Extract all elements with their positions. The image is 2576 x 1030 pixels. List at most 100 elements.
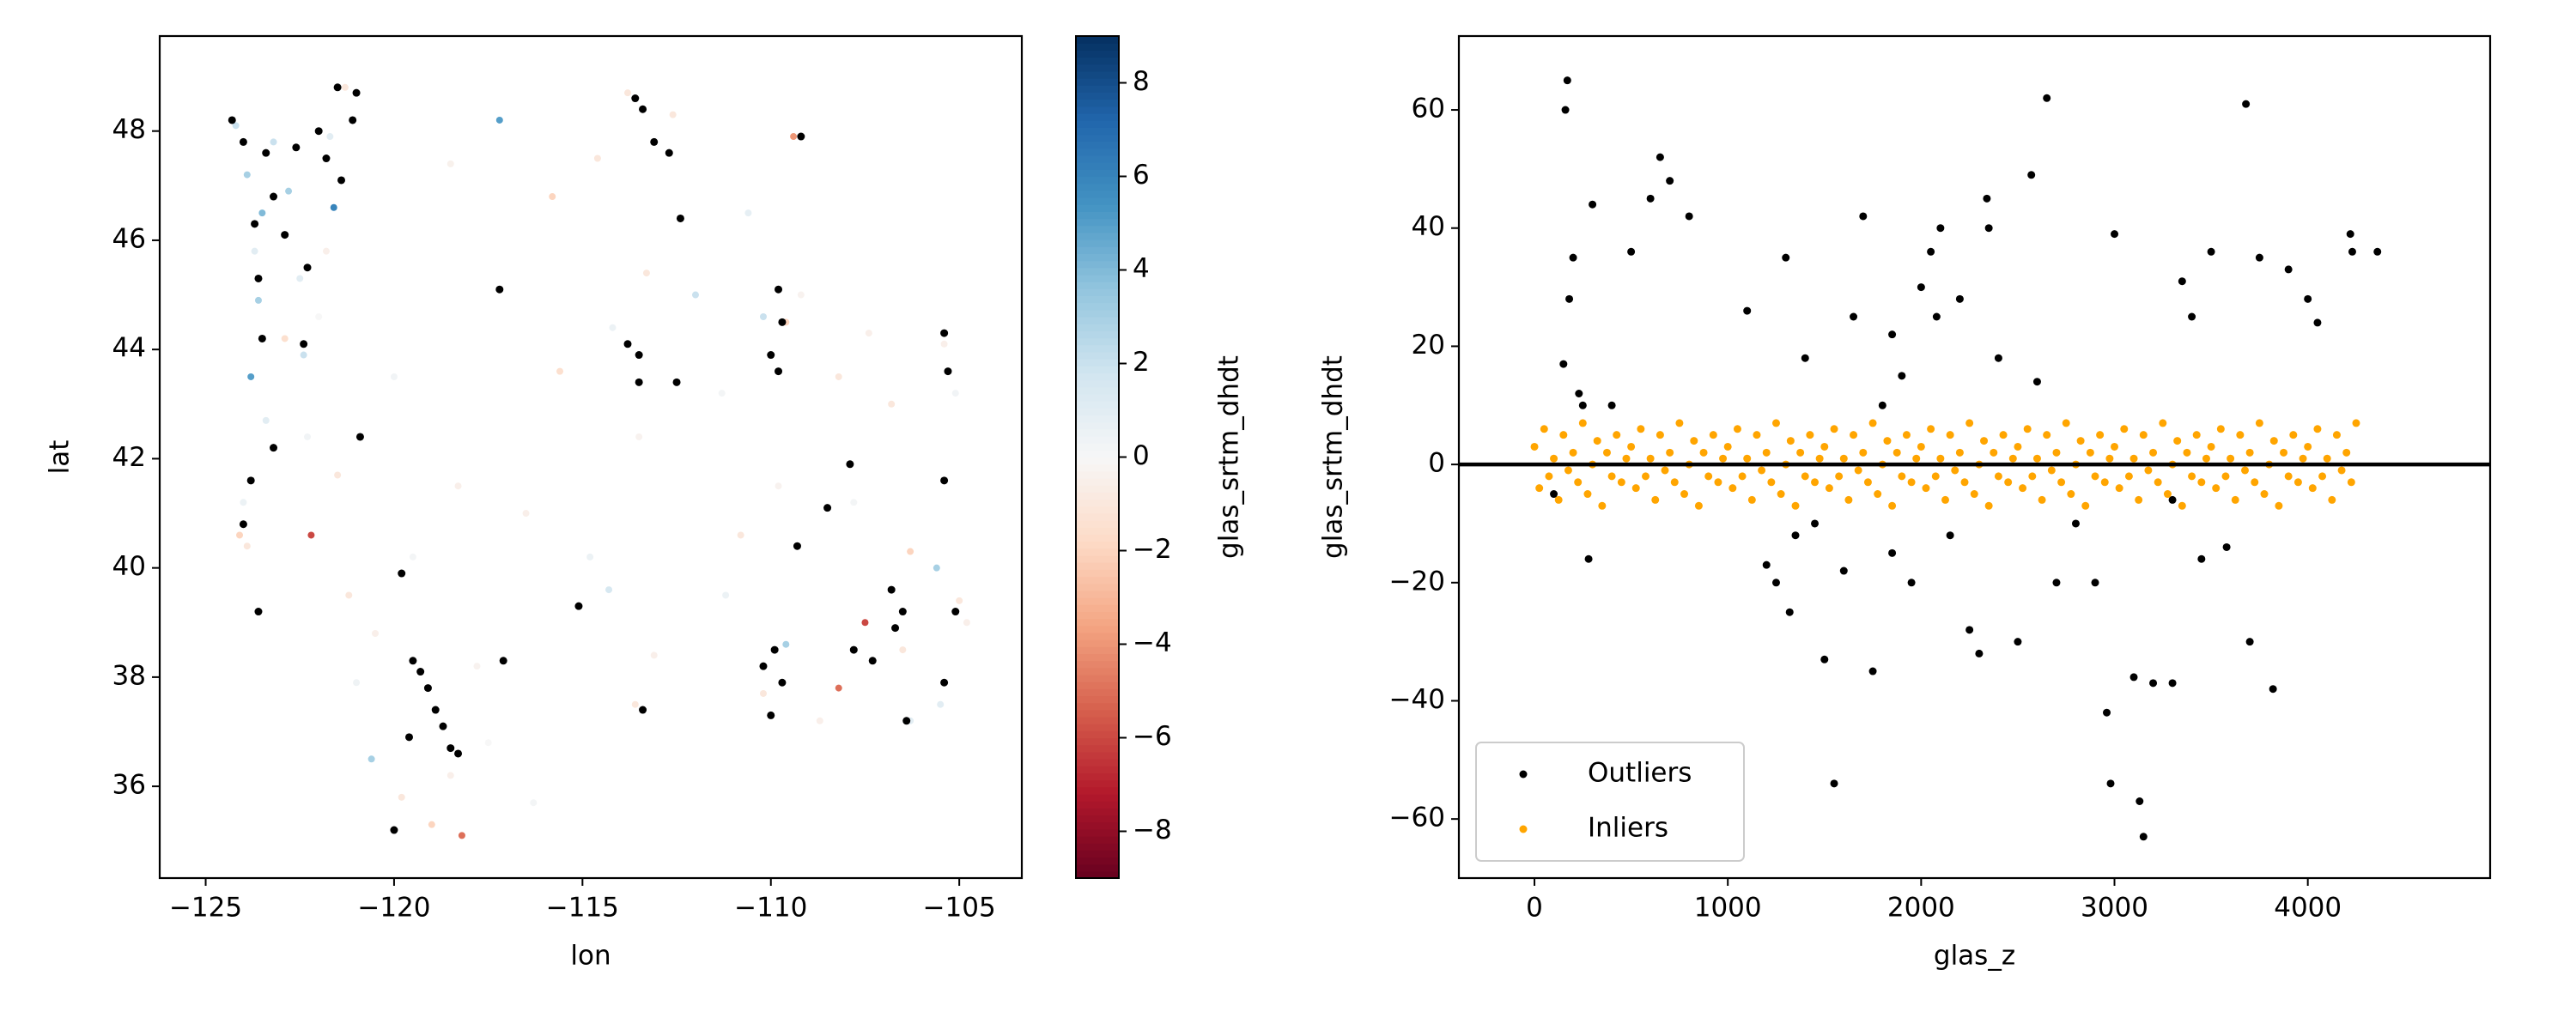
point (315, 313, 323, 320)
point (850, 499, 858, 506)
point (1584, 554, 1593, 563)
axes-frame (158, 34, 1024, 880)
point (1617, 478, 1625, 487)
point (1593, 437, 1601, 445)
colorbar-strip (1076, 470, 1119, 479)
point (1850, 431, 1858, 439)
colorbar-strip (1076, 695, 1119, 704)
point (2047, 466, 2056, 475)
point (2014, 442, 2022, 451)
point (1955, 448, 1964, 457)
colorbar-strip (1076, 435, 1119, 444)
point (243, 542, 251, 550)
point (1627, 442, 1636, 451)
point (2332, 431, 2341, 439)
x-axis-label: lon (570, 941, 611, 972)
point (861, 619, 869, 627)
colorbar-strip (1076, 127, 1119, 136)
colorbar-tick-label: −4 (1133, 627, 1172, 658)
point (1796, 448, 1805, 457)
colorbar-strip (1076, 183, 1119, 191)
point (665, 148, 673, 157)
point (228, 116, 236, 124)
point (2289, 431, 2298, 439)
colorbar-strip (1076, 169, 1119, 178)
point (1771, 419, 1780, 427)
point (1656, 153, 1664, 161)
colorbar-strip (1076, 225, 1119, 233)
colorbar-strip (1076, 485, 1119, 493)
colorbar-strip (1076, 702, 1119, 711)
point (1820, 442, 1829, 451)
point (1666, 177, 1674, 185)
colorbar-strip (1076, 154, 1119, 163)
point (2346, 230, 2354, 239)
point (650, 651, 658, 659)
point (770, 645, 779, 654)
point (2032, 378, 2041, 386)
y-tick-label: 46 (112, 223, 146, 254)
point (330, 203, 337, 211)
point (887, 585, 896, 594)
colorbar-strip (1076, 43, 1119, 51)
point (1699, 448, 1708, 457)
colorbar-tick-label: −6 (1133, 721, 1172, 752)
point (1791, 501, 1800, 510)
point (398, 569, 406, 578)
colorbar-strip (1076, 344, 1119, 353)
point (775, 482, 782, 490)
point (1565, 294, 1574, 303)
point (1569, 448, 1577, 457)
x-tick-label: −110 (734, 893, 807, 924)
legend-marker (1519, 770, 1528, 779)
point (322, 247, 330, 255)
x-tick-label: 1000 (1694, 893, 1762, 924)
colorbar-strip (1076, 786, 1119, 795)
point (2019, 484, 2027, 493)
colorbar-strip (1076, 204, 1119, 212)
colorbar-strip (1076, 604, 1119, 612)
colorbar-strip (1076, 766, 1119, 773)
point (232, 122, 240, 130)
point (285, 187, 293, 195)
point (390, 373, 398, 380)
x-tick-label: 0 (1526, 893, 1543, 924)
point (639, 105, 647, 113)
point (891, 624, 900, 633)
colorbar-strip (1076, 211, 1119, 220)
colorbar-strip (1076, 772, 1119, 781)
colorbar-strip (1076, 295, 1119, 304)
point (1651, 495, 1660, 504)
point (1888, 330, 1897, 339)
point (1936, 224, 1945, 233)
point (1607, 472, 1616, 481)
point (1825, 484, 1833, 493)
y-axis-label: lat (45, 440, 76, 475)
plot-area (228, 83, 970, 839)
plot-area (1530, 76, 2382, 841)
x-tick-label: −120 (357, 893, 430, 924)
point (2212, 484, 2221, 493)
point (1965, 626, 1974, 634)
point (1598, 501, 1607, 510)
colorbar-strip (1076, 597, 1119, 605)
colorbar-strip (1076, 70, 1119, 79)
point (2280, 448, 2288, 457)
point (2313, 318, 2322, 327)
point (1994, 354, 2002, 362)
point (624, 89, 632, 97)
colorbar-strip (1076, 36, 1119, 44)
colorbar-strip (1076, 724, 1119, 731)
point (1578, 419, 1587, 427)
point (623, 340, 632, 348)
point (797, 291, 805, 299)
point (1733, 425, 1741, 433)
point (1835, 472, 1844, 481)
point (372, 629, 379, 637)
point (635, 378, 643, 386)
point (2347, 478, 2355, 487)
colorbar-strip (1076, 379, 1119, 388)
point (823, 504, 832, 512)
